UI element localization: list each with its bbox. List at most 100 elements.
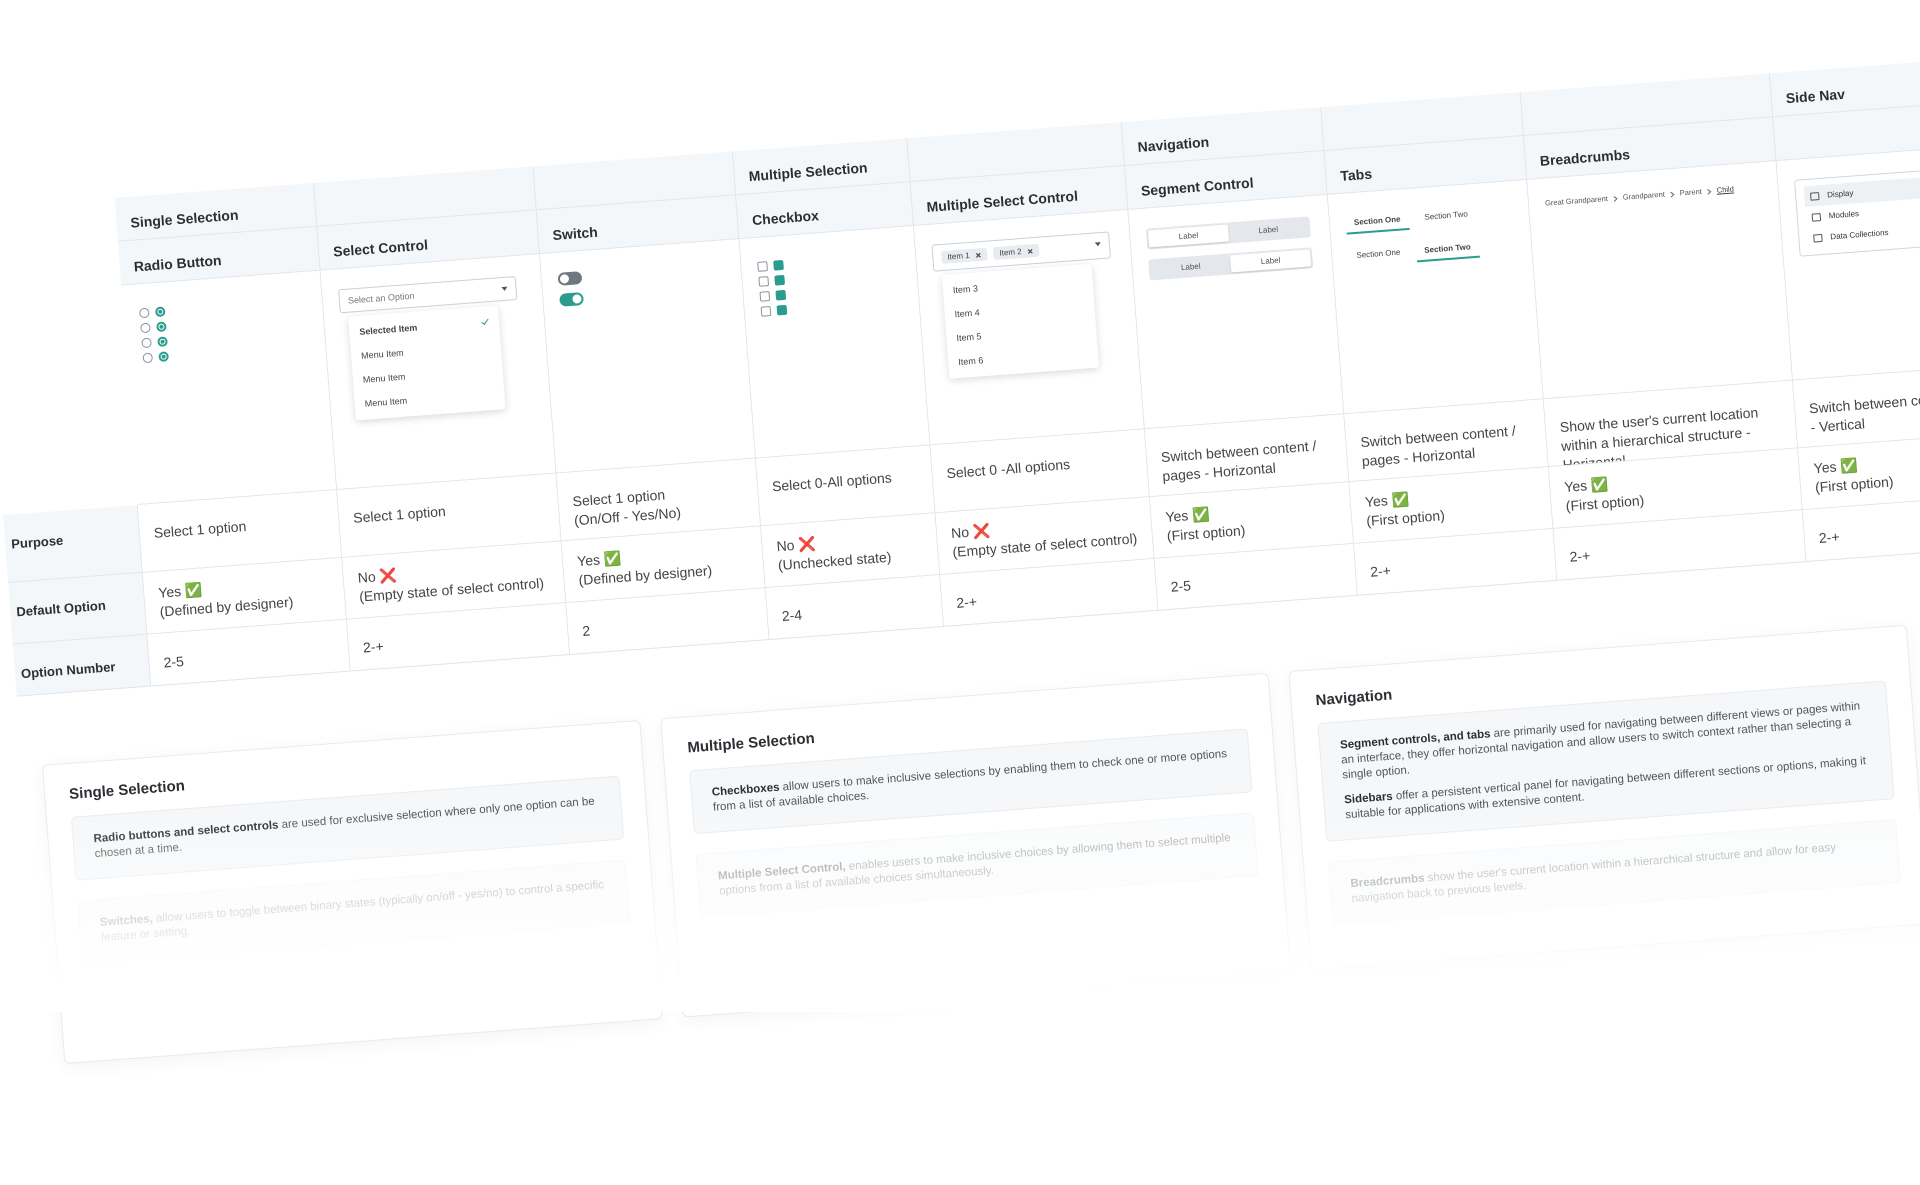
option-number: 2-5 <box>162 653 185 671</box>
chip-label: Item 2 <box>999 247 1023 258</box>
checkbox <box>759 290 771 302</box>
switch-on <box>559 292 584 307</box>
segment: Label <box>1180 261 1201 273</box>
fade-overlay <box>0 812 1920 1012</box>
row-label-text: Purpose <box>10 532 64 552</box>
group-title: Side Nav <box>1785 85 1846 107</box>
option-number: 2-+ <box>1369 562 1392 580</box>
caret <box>1094 242 1102 247</box>
checkbox-checked <box>774 274 786 286</box>
tab: Section Two <box>1424 209 1469 222</box>
nav-icon <box>1811 212 1822 222</box>
preview: Section One Section Two Section One Section… <box>1327 179 1544 415</box>
tab: Section Two <box>1415 236 1480 263</box>
option-number: 2-+ <box>362 637 385 656</box>
purpose: Select 0 -All options <box>946 456 1071 482</box>
crumb: Grandparent <box>1622 189 1666 202</box>
nav-label: Data Collections <box>1830 227 1889 242</box>
preview <box>540 239 756 474</box>
purpose: Select 1 option <box>352 502 447 526</box>
crumb: Parent <box>1679 186 1703 198</box>
column-title: Tabs <box>1339 165 1373 184</box>
switch-off <box>557 271 583 286</box>
column-title: Multiple Select Control <box>925 187 1079 216</box>
checkbox <box>757 260 768 272</box>
row-label: Option Number <box>12 634 152 697</box>
segment-control: Label Label <box>1148 247 1314 281</box>
group-title: Navigation <box>1137 133 1210 156</box>
note-text: allow users to make inclusive selections… <box>712 748 1228 814</box>
preview <box>121 270 338 506</box>
purpose: Select 1 option <box>153 517 247 541</box>
radio <box>138 307 150 319</box>
segment: Label <box>1258 224 1279 236</box>
checkbox-checked <box>775 289 787 301</box>
row-label-text: Default Option <box>15 597 107 620</box>
multi-select-box: Item 1 Item 2 <box>931 231 1111 272</box>
option-number: 2-+ <box>1818 528 1841 547</box>
preview <box>739 226 931 459</box>
checkbox <box>758 275 770 287</box>
chip: Item 1 <box>940 247 989 265</box>
row-label: Default Option <box>8 572 148 645</box>
tab-bar: Section One Section Two <box>1348 234 1516 267</box>
option-number: 2-+ <box>1569 547 1591 565</box>
row-label-text: Option Number <box>20 659 116 682</box>
crumb: Child <box>1716 184 1735 195</box>
column-title: Switch <box>552 223 599 244</box>
purpose: Switch between content / pages - Horizon… <box>1160 437 1317 485</box>
chip-label: Item 1 <box>947 250 970 262</box>
tab: Section One <box>1345 208 1410 235</box>
nav-label: Modules <box>1828 209 1860 221</box>
column-title: Checkbox <box>751 207 820 229</box>
preview: Item 1 Item 2 Item 3 Item 4 Item 5 Item 6 <box>913 209 1145 446</box>
note-lead: Checkboxes <box>711 781 780 799</box>
checkbox-checked <box>773 259 784 271</box>
nav-icon <box>1809 191 1820 201</box>
column-title: Segment Control <box>1140 174 1255 199</box>
caret <box>501 286 508 292</box>
nav-icon <box>1813 233 1823 243</box>
segment: Label <box>1230 249 1312 273</box>
side-nav: Display Modules Data Collections <box>1794 163 1920 257</box>
column-title: Select Control <box>332 236 429 260</box>
purpose: Switch between content / pages - Vertica… <box>1808 386 1920 436</box>
radio-selected <box>156 321 167 332</box>
tab-bar: Section One Section Two <box>1345 201 1513 235</box>
note-lead: Sidebars <box>1343 790 1394 807</box>
preview: Select an Option Selected Item Menu Item Me… <box>320 254 557 491</box>
board: Purpose Default Option Option Number Single… <box>0 49 1920 1185</box>
check-icon <box>481 316 489 325</box>
radio-selected <box>158 351 170 362</box>
purpose: Switch between content / pages - Horizon… <box>1359 422 1517 470</box>
segment-control: Label Label <box>1145 216 1311 250</box>
crumb: Great Grandparent <box>1544 193 1609 208</box>
radio <box>142 352 154 363</box>
preview: Great Grandparent Grandparent Parent Child <box>1527 161 1794 400</box>
radio-selected <box>157 336 168 347</box>
row-label: Purpose <box>3 505 143 583</box>
radio-selected <box>154 306 166 317</box>
group-title: Single Selection <box>129 206 239 231</box>
tab: Section One <box>1356 247 1401 260</box>
page: { "row_labels": ["Purpose", "Default Opt… <box>0 0 1920 1012</box>
breadcrumbs: Great Grandparent Grandparent Parent Child <box>1545 182 1762 207</box>
option-number: 2-+ <box>955 593 978 611</box>
checkbox-checked <box>776 304 788 316</box>
chip: Item 2 <box>993 243 1041 261</box>
segment: Label <box>1147 224 1230 248</box>
checkbox <box>760 305 772 317</box>
group-title: Multiple Selection <box>748 159 869 185</box>
option-number: 2-4 <box>781 606 803 625</box>
radio <box>140 322 151 334</box>
column-title: Breadcrumbs <box>1539 146 1631 169</box>
note-paragraph: Checkboxes allow users to make inclusive… <box>711 747 1230 816</box>
preview: Label Label Label Label <box>1128 194 1345 430</box>
column-title: Radio Button <box>133 252 223 275</box>
multi-select-menu: Item 3 Item 4 Item 5 Item 6 <box>941 263 1100 379</box>
option-number: 2 <box>581 622 591 640</box>
select-menu: Selected Item Menu Item Menu Item Menu Item <box>348 305 506 421</box>
preview: Display Modules Data Collections <box>1776 143 1920 381</box>
purpose: Select 0-All options <box>771 469 893 495</box>
radio <box>141 337 152 349</box>
